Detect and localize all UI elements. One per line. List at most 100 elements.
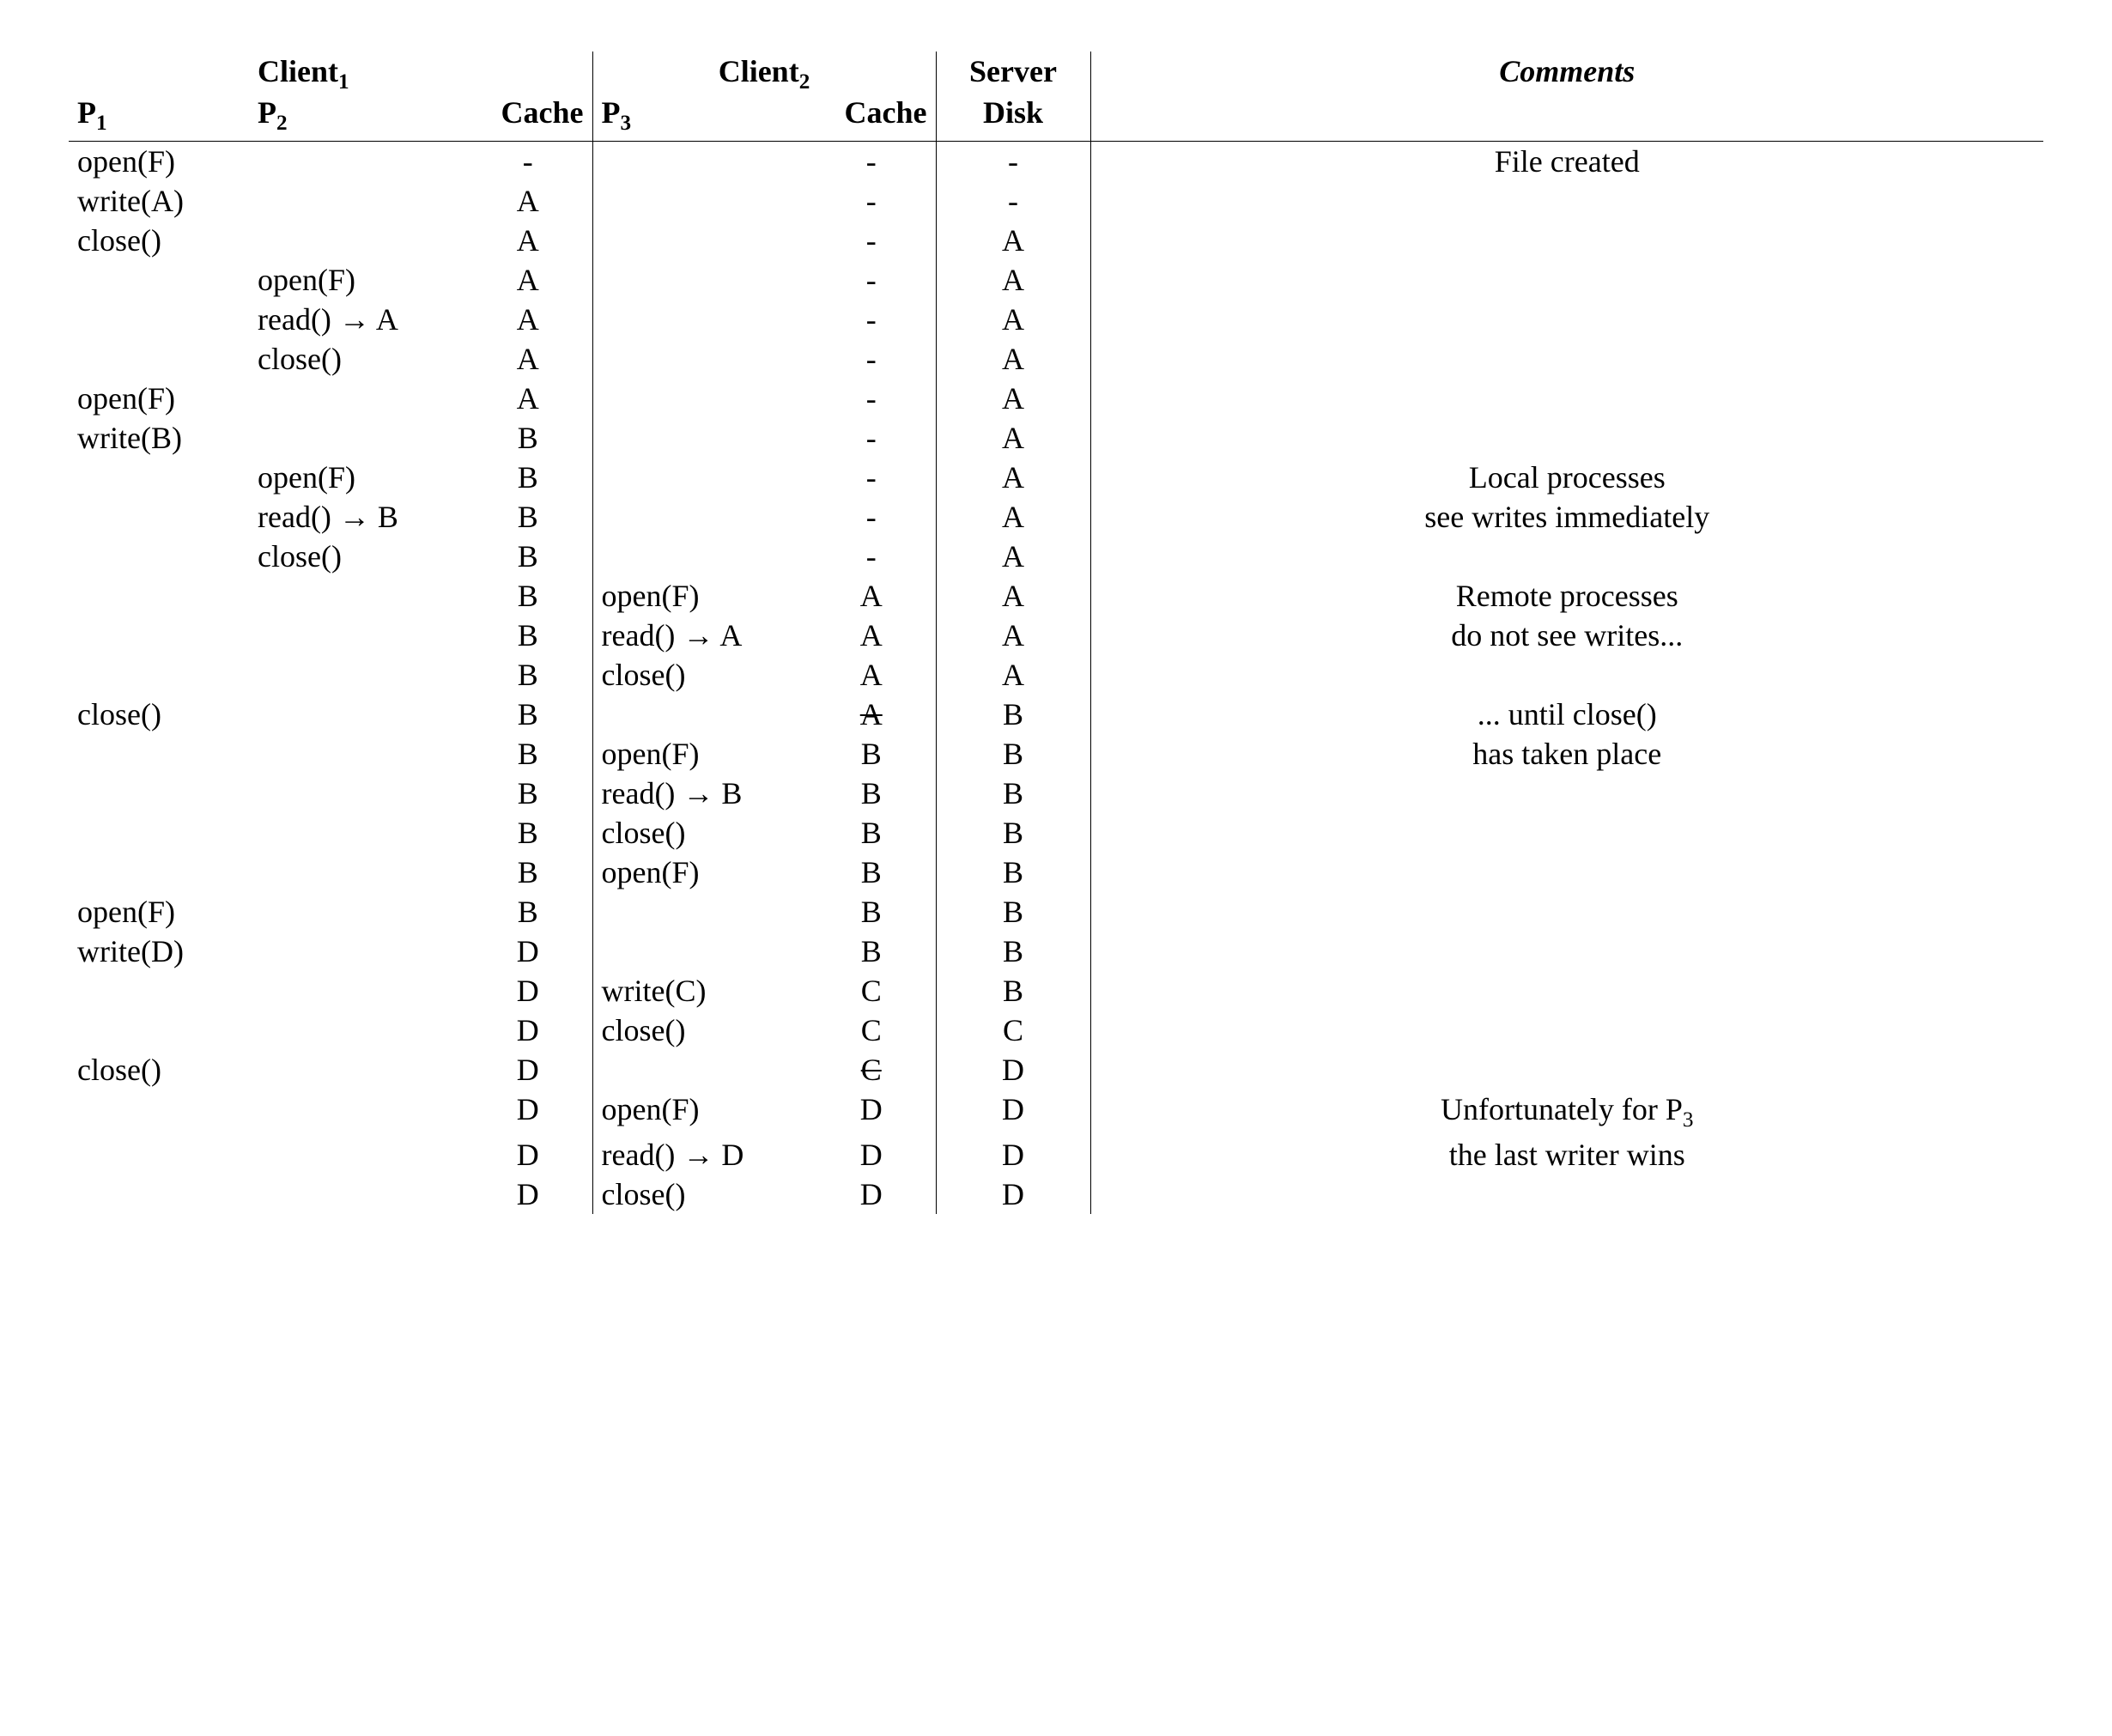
cell-comment: do not see writes... [1090, 616, 2043, 655]
cell-cache1: A [464, 260, 592, 300]
cell-cache1: D [464, 1050, 592, 1090]
cell-disk: A [936, 221, 1090, 260]
cell-p2 [249, 971, 464, 1011]
hdr-p2: P2 [249, 94, 464, 142]
cell-cache2: - [807, 142, 936, 182]
cell-cache1: B [464, 418, 592, 458]
cell-p1: write(B) [69, 418, 249, 458]
cell-cache1: D [464, 1090, 592, 1134]
hdr-comments: Comments [1090, 52, 2043, 94]
cell-p1 [69, 300, 249, 339]
cell-comment [1090, 221, 2043, 260]
cell-p2 [249, 655, 464, 695]
cell-cache2: B [807, 853, 936, 892]
cell-disk: B [936, 695, 1090, 734]
cell-comment [1090, 260, 2043, 300]
cell-p1 [69, 1090, 249, 1134]
cell-disk: A [936, 379, 1090, 418]
cell-cache2: A [807, 576, 936, 616]
cell-disk: A [936, 655, 1090, 695]
cell-comment [1090, 181, 2043, 221]
cell-cache1: A [464, 300, 592, 339]
cell-comment: has taken place [1090, 734, 2043, 774]
cell-p3: close() [592, 655, 807, 695]
cell-p1 [69, 774, 249, 813]
cell-p2 [249, 181, 464, 221]
cell-p1: close() [69, 1050, 249, 1090]
cell-cache2: - [807, 221, 936, 260]
cell-disk: D [936, 1175, 1090, 1214]
cell-disk: A [936, 576, 1090, 616]
cell-p3 [592, 260, 807, 300]
cell-comment [1090, 932, 2043, 971]
cell-p2 [249, 1050, 464, 1090]
cell-cache2: - [807, 260, 936, 300]
table-row: close()B-A [69, 537, 2043, 576]
cell-cache1: D [464, 932, 592, 971]
cell-cache2: A [807, 655, 936, 695]
cell-p2: open(F) [249, 458, 464, 497]
cell-p3: close() [592, 1011, 807, 1050]
cell-cache2: D [807, 1135, 936, 1175]
cell-comment [1090, 1050, 2043, 1090]
cell-p1 [69, 655, 249, 695]
cell-p1 [69, 1011, 249, 1050]
cell-cache1: B [464, 813, 592, 853]
cell-cache2: - [807, 497, 936, 537]
cell-cache2: - [807, 300, 936, 339]
cell-p1: open(F) [69, 892, 249, 932]
hdr-server: Server [936, 52, 1090, 94]
cell-disk: A [936, 339, 1090, 379]
cell-p3: read() → D [592, 1135, 807, 1175]
hdr-p3: P3 [592, 94, 807, 142]
cell-disk: A [936, 616, 1090, 655]
cell-p3 [592, 418, 807, 458]
cell-comment: File created [1090, 142, 2043, 182]
table-row: close()A-A [69, 339, 2043, 379]
cell-p1 [69, 813, 249, 853]
cell-cache2: B [807, 813, 936, 853]
cell-p2: read() → B [249, 497, 464, 537]
cell-p2 [249, 774, 464, 813]
hdr-client2: Client2 [592, 52, 936, 94]
cell-disk: A [936, 537, 1090, 576]
cell-p1 [69, 537, 249, 576]
cell-p3: close() [592, 1175, 807, 1214]
cell-disk: B [936, 774, 1090, 813]
cell-comment: ... until close() [1090, 695, 2043, 734]
cell-comment: Local processes [1090, 458, 2043, 497]
cell-p3 [592, 339, 807, 379]
cell-cache2: D [807, 1175, 936, 1214]
cell-p3 [592, 695, 807, 734]
cell-p3: write(C) [592, 971, 807, 1011]
cell-cache2: - [807, 537, 936, 576]
table-row: close()A-A [69, 221, 2043, 260]
cell-comment: see writes immediately [1090, 497, 2043, 537]
cell-disk: D [936, 1050, 1090, 1090]
cell-p1: open(F) [69, 142, 249, 182]
cell-p3: read() → B [592, 774, 807, 813]
table-row: open(F)B-ALocal processes [69, 458, 2043, 497]
cell-disk: B [936, 892, 1090, 932]
cell-cache2: A [807, 616, 936, 655]
cell-p3 [592, 300, 807, 339]
cell-p1 [69, 458, 249, 497]
cell-disk: A [936, 418, 1090, 458]
cell-comment: Unfortunately for P3 [1090, 1090, 2043, 1134]
cell-p2 [249, 142, 464, 182]
cell-cache2: B [807, 892, 936, 932]
cell-cache2: - [807, 181, 936, 221]
cell-cache1: B [464, 695, 592, 734]
cell-p1 [69, 497, 249, 537]
cell-disk: A [936, 260, 1090, 300]
cell-comment [1090, 300, 2043, 339]
cell-p2 [249, 853, 464, 892]
cell-p1 [69, 576, 249, 616]
table-row: Bopen(F)BBhas taken place [69, 734, 2043, 774]
cell-cache1: B [464, 537, 592, 576]
cell-p3: open(F) [592, 853, 807, 892]
table-row: Bopen(F)AARemote processes [69, 576, 2043, 616]
cell-p3 [592, 142, 807, 182]
cell-cache2: - [807, 379, 936, 418]
cell-p3 [592, 537, 807, 576]
